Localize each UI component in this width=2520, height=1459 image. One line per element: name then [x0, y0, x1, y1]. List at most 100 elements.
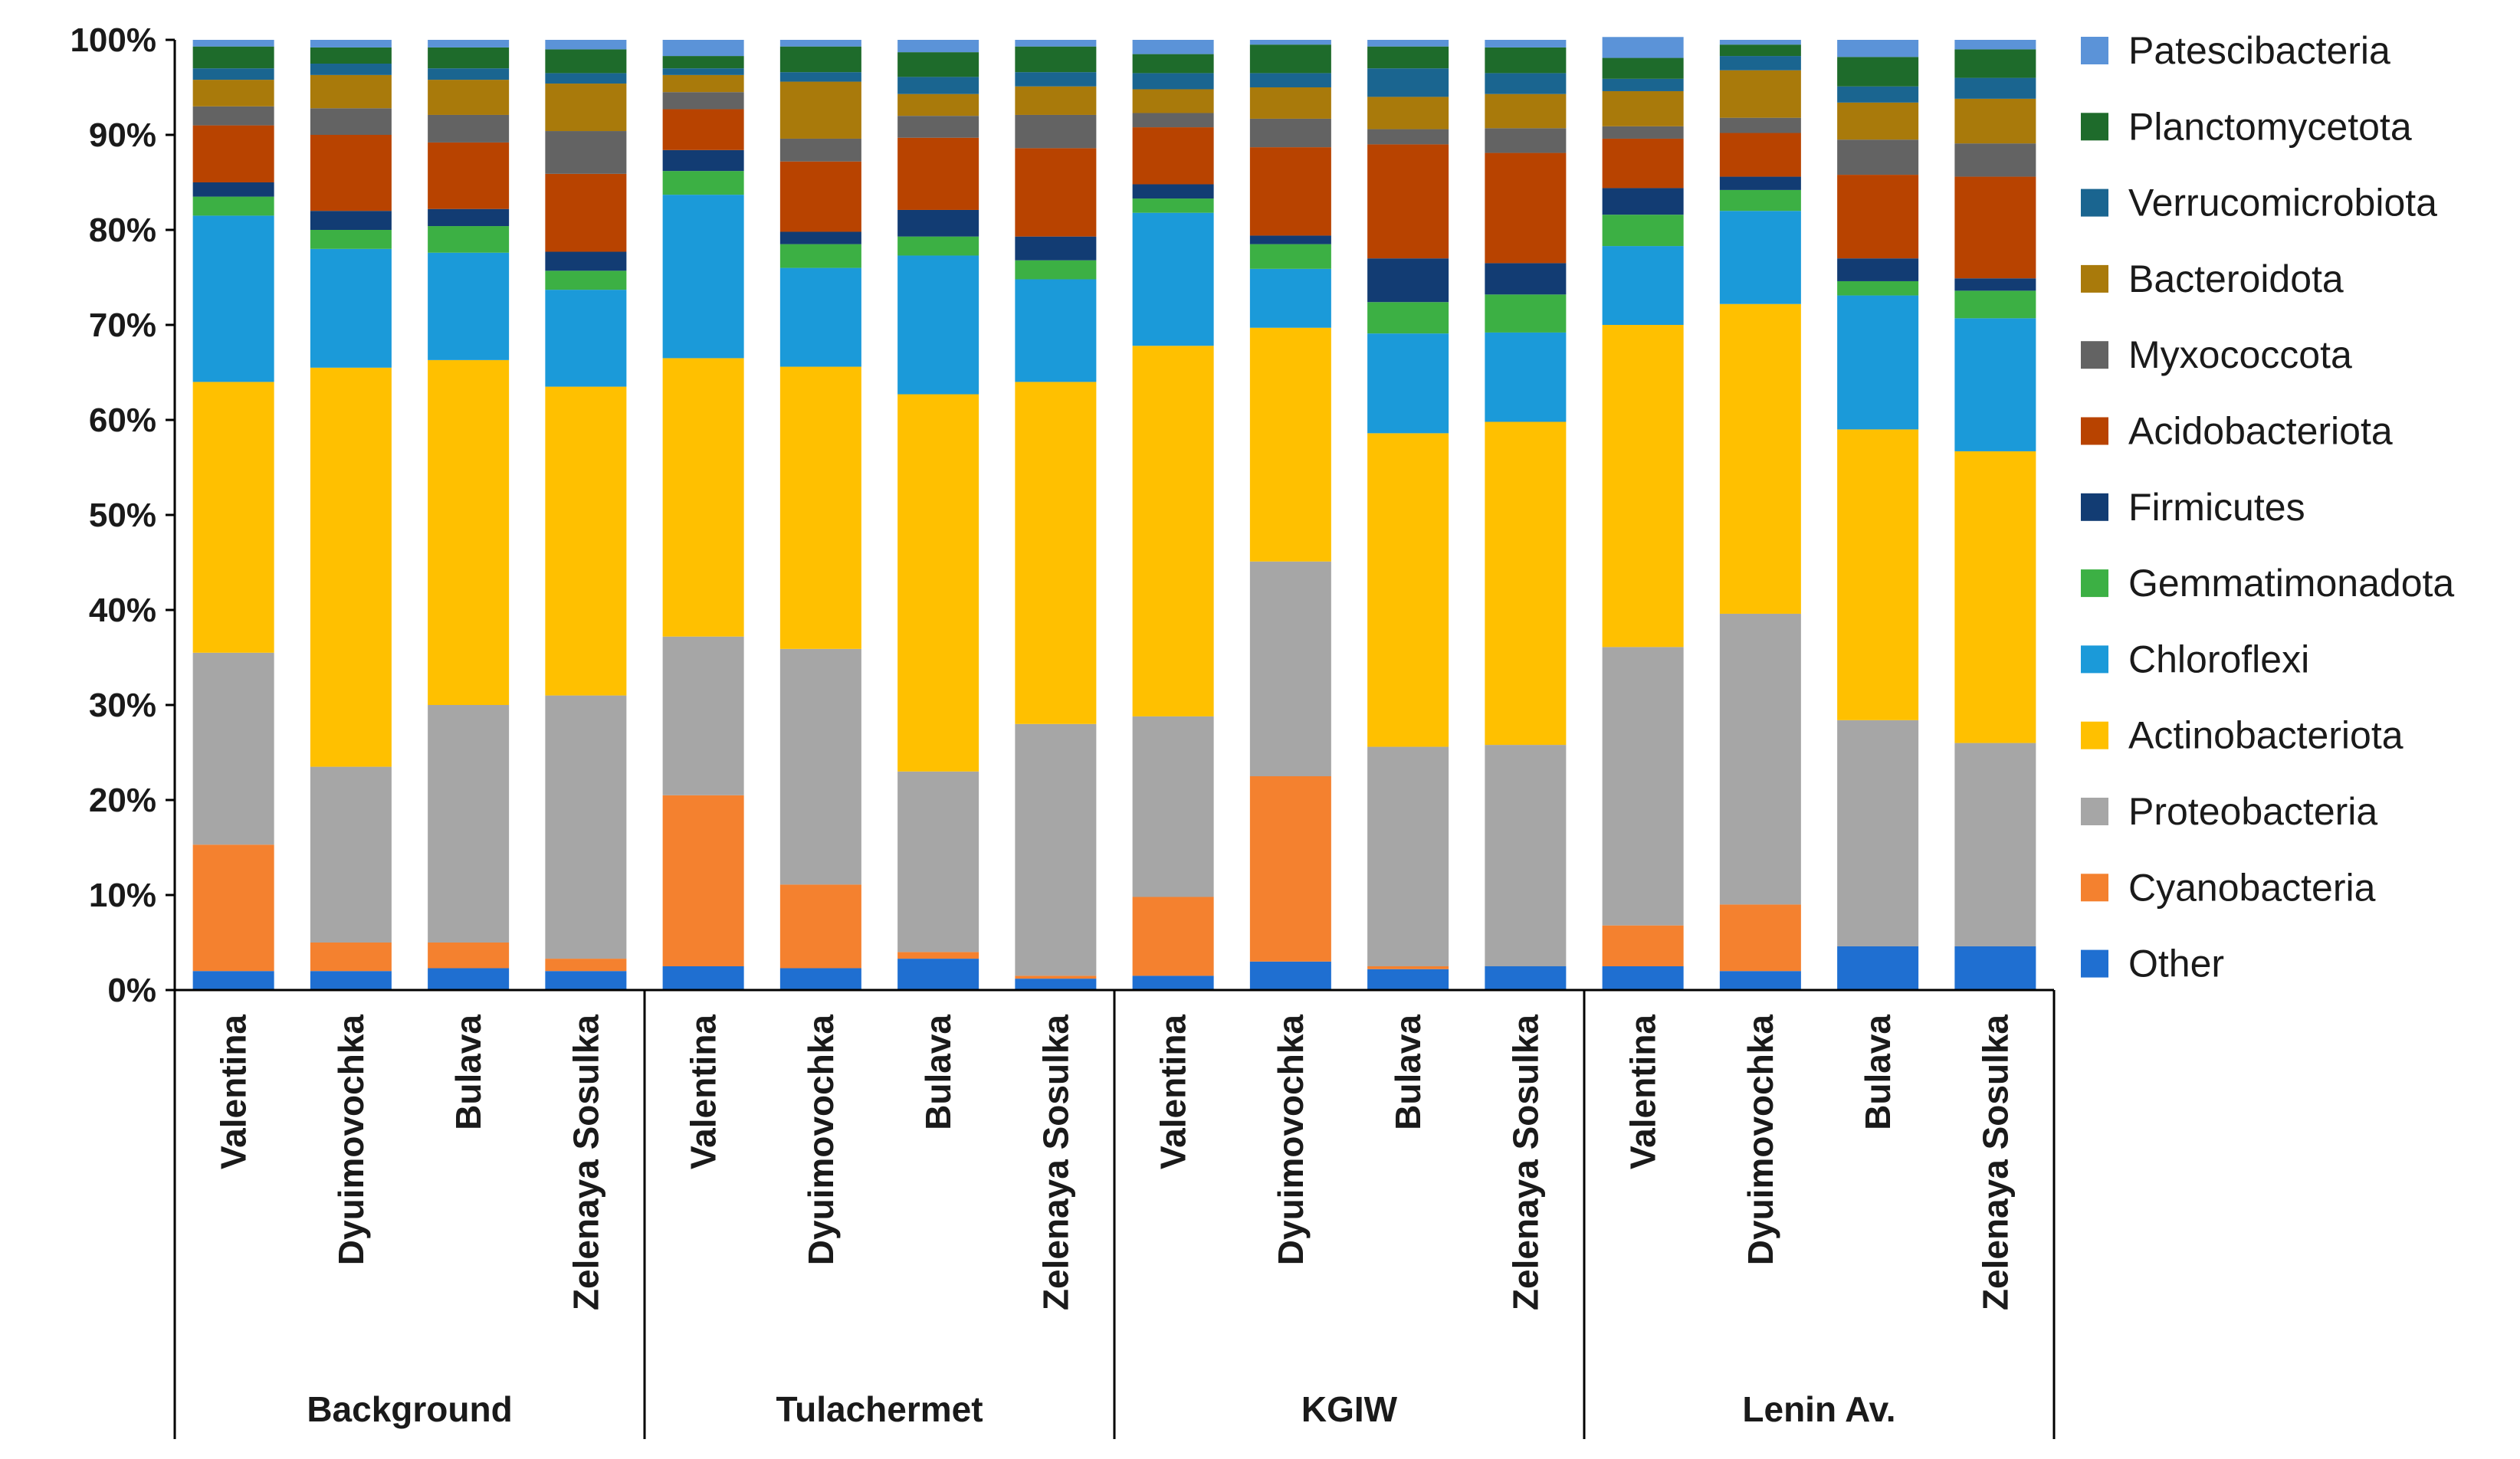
bar-segment — [1367, 68, 1449, 97]
bar-segment — [428, 80, 510, 115]
bar-segment — [1249, 73, 1331, 87]
bar-segment — [1602, 966, 1684, 990]
legend-swatch — [2081, 189, 2108, 217]
bar-segment — [779, 81, 861, 139]
legend-item: Verrucomicrobiota — [2081, 182, 2437, 225]
bar-segment — [1132, 184, 1214, 199]
x-tick-label: Zelenaya Sosulka — [1035, 1015, 1075, 1310]
bar-segment — [662, 966, 744, 990]
bar-segment — [1837, 258, 1919, 281]
bar-segment — [1837, 429, 1919, 720]
bar-stack — [1954, 40, 2036, 990]
bar-segment — [1719, 44, 1801, 57]
bar-segment — [1954, 290, 2036, 319]
legend-item: Actinobacteriota — [2081, 714, 2404, 757]
bar-segment — [1132, 212, 1214, 346]
bar-segment — [1015, 979, 1097, 990]
legend-swatch — [2081, 37, 2108, 64]
bar-segment — [897, 77, 979, 94]
x-axis: Valentina Dyuimovochka Bulava Zelenaya Sosu… — [173, 989, 2056, 1439]
legend-item: Chloroflexi — [2081, 638, 2309, 680]
bar-segment — [1954, 143, 2036, 177]
bar-segment — [662, 795, 744, 966]
bar-segment — [1602, 215, 1684, 247]
bar-segment — [192, 125, 274, 182]
legend-item: Acidobacteriota — [2081, 410, 2393, 453]
bar-stack — [662, 40, 744, 990]
bar-segment — [310, 230, 392, 249]
bar-segment — [662, 40, 744, 57]
bar-segment — [192, 40, 274, 47]
bar-segment — [779, 46, 861, 73]
y-tick-label: 100% — [70, 21, 156, 59]
bar-stack — [192, 40, 274, 990]
bar-segment — [1602, 37, 1684, 58]
bar-segment — [310, 971, 392, 990]
bar-segment — [1367, 144, 1449, 259]
bar-stack — [545, 40, 627, 990]
bar-segment — [1132, 716, 1214, 897]
bar-segment — [310, 47, 392, 64]
bar-stack — [897, 40, 979, 990]
bar-segment — [1485, 40, 1567, 48]
legend-swatch — [2081, 645, 2108, 674]
bar-segment — [779, 138, 861, 162]
y-tick-label: 30% — [89, 687, 156, 724]
y-tick-label: 80% — [89, 211, 156, 249]
x-tick-label: Zelenaya Sosulka — [1505, 1015, 1545, 1310]
x-tick-label: Valentina — [1153, 1015, 1193, 1169]
bar-segment — [779, 72, 861, 82]
bar-segment — [1954, 98, 2036, 144]
legend-label: Actinobacteriota — [2128, 714, 2404, 757]
bar-segment — [192, 971, 274, 990]
bar-segment — [1837, 102, 1919, 140]
bar-segment — [1132, 89, 1214, 113]
bar-segment — [1015, 114, 1097, 149]
bar-segment — [1015, 260, 1097, 280]
bar-segment — [1015, 236, 1097, 261]
bar-segment — [545, 971, 627, 990]
bar-segment — [310, 248, 392, 368]
bar-segment — [428, 705, 510, 943]
bar-stack — [1837, 40, 1919, 990]
bar-segment — [192, 652, 274, 845]
bar-segment — [779, 161, 861, 232]
bar-segment — [1602, 138, 1684, 189]
legend-item: Gemmatimonadota — [2081, 562, 2454, 605]
legend-label: Bacteroidota — [2128, 257, 2344, 300]
bar-stack — [1367, 40, 1449, 990]
bar-segment — [1367, 433, 1449, 747]
bar-segment — [1602, 925, 1684, 966]
bar-segment — [428, 208, 510, 227]
bar-segment — [310, 64, 392, 75]
legend-label: Chloroflexi — [2128, 638, 2309, 680]
legend-label: Cyanobacteria — [2128, 866, 2376, 909]
bar-segment — [1249, 244, 1331, 269]
bar-segment — [1367, 46, 1449, 69]
bar-segment — [897, 959, 979, 990]
bar-segment — [1367, 129, 1449, 145]
bar-segment — [1719, 971, 1801, 990]
bar-segment — [1249, 44, 1331, 74]
bar-segment — [1015, 46, 1097, 73]
x-tick-label: Valentina — [1623, 1015, 1663, 1169]
bar-segment — [1249, 87, 1331, 119]
bar-segment — [897, 394, 979, 772]
bar-stack — [428, 40, 510, 990]
bar-segment — [1719, 56, 1801, 70]
bar-segment — [1367, 966, 1449, 969]
bar-segment — [1485, 263, 1567, 295]
bar-segment — [1602, 188, 1684, 215]
x-tick-label: Bulava — [1858, 1015, 1898, 1130]
bar-segment — [897, 952, 979, 959]
bar-segment — [310, 108, 392, 135]
bar-segment — [897, 255, 979, 395]
x-tick-label: Valentina — [684, 1015, 724, 1169]
bar-segment — [897, 40, 979, 53]
bar-segment — [1132, 73, 1214, 90]
bar-segment — [545, 173, 627, 252]
bar-segment — [192, 215, 274, 382]
bar-segment — [779, 244, 861, 268]
bar-segment — [1132, 975, 1214, 990]
bar-segment — [897, 93, 979, 116]
